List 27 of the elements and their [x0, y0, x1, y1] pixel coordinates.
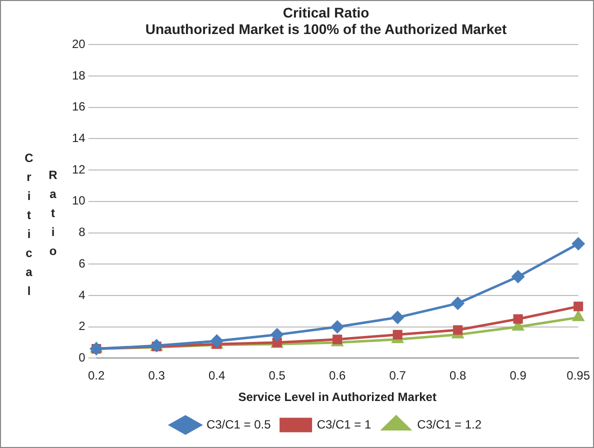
y-tick-label: 2: [78, 319, 86, 334]
x-tick-label: 0.2: [88, 368, 106, 383]
y-tick-label: 8: [78, 225, 86, 240]
x-tick-label: 0.95: [566, 368, 590, 383]
y-tick-label: 0: [78, 350, 86, 365]
y-axis-title: Critical Ratio: [22, 151, 60, 303]
text: Critical Ratio: [282, 4, 370, 20]
x-tick-label: 0.4: [208, 368, 226, 383]
legend-label: C3/C1 = 0.5: [206, 417, 272, 432]
text: Unauthorized Market is 100% of the Authorized Market: [145, 21, 507, 38]
y-tick-label: 14: [72, 130, 86, 145]
y-tick-label: 16: [72, 100, 86, 114]
x-axis-title: Service Level in Authorized Market: [238, 390, 436, 404]
y-tick-label: 4: [78, 288, 86, 302]
legend-label: C3/C1 = 1: [316, 417, 372, 432]
y-tick-label: 10: [72, 194, 86, 208]
y-tick-label: 12: [72, 162, 86, 176]
x-tick-label: 0.5: [268, 368, 286, 383]
x-tick-label: 0.6: [328, 368, 346, 383]
x-tick-label: 0.3: [148, 368, 166, 383]
y-tick-label: 6: [78, 256, 86, 270]
x-tick-label: 0.9: [510, 368, 527, 383]
x-tick-label: 0.8: [449, 368, 466, 383]
y-tick-label: 18: [72, 68, 86, 82]
legend-label: C3/C1 = 1.2: [417, 417, 482, 432]
x-tick-label: 0.7: [389, 368, 406, 383]
y-tick-label: 20: [72, 36, 86, 51]
